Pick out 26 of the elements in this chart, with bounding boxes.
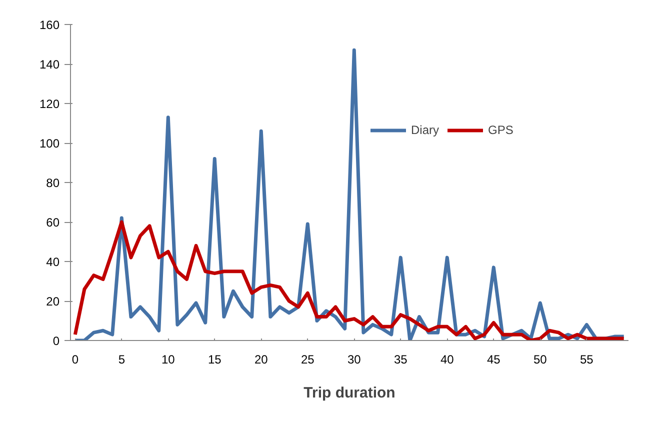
legend-label: GPS [488, 123, 514, 137]
y-tick-label: 20 [46, 294, 60, 308]
line-series [73, 48, 626, 340]
x-tick-label: 55 [580, 352, 594, 366]
x-tick-label: 20 [254, 352, 268, 366]
x-tick-label: 40 [440, 352, 454, 366]
x-tick-label: 10 [161, 352, 176, 366]
x-tick-label: 15 [208, 352, 222, 366]
y-tick-label: 80 [46, 176, 60, 190]
x-axis-title: Trip duration [304, 384, 396, 402]
y-tick-label: 60 [46, 216, 60, 230]
x-tick-label: 50 [533, 352, 548, 366]
line-series [73, 220, 626, 340]
x-tick-label: 5 [118, 352, 126, 366]
y-tick-label: 40 [46, 255, 60, 269]
y-tick-label: 140 [39, 58, 60, 72]
x-tick-label: 25 [300, 352, 315, 366]
y-tick-label: 0 [52, 334, 60, 348]
x-tick-label: 0 [72, 352, 79, 366]
y-tick-label: 120 [39, 97, 60, 111]
legend-label: Diary [411, 123, 440, 137]
x-tick-label: 30 [347, 352, 362, 366]
y-tick-label: 100 [39, 136, 60, 150]
x-tick-label: 35 [394, 352, 408, 366]
y-tick-label: 160 [39, 18, 60, 32]
x-tick-label: 45 [486, 352, 501, 366]
